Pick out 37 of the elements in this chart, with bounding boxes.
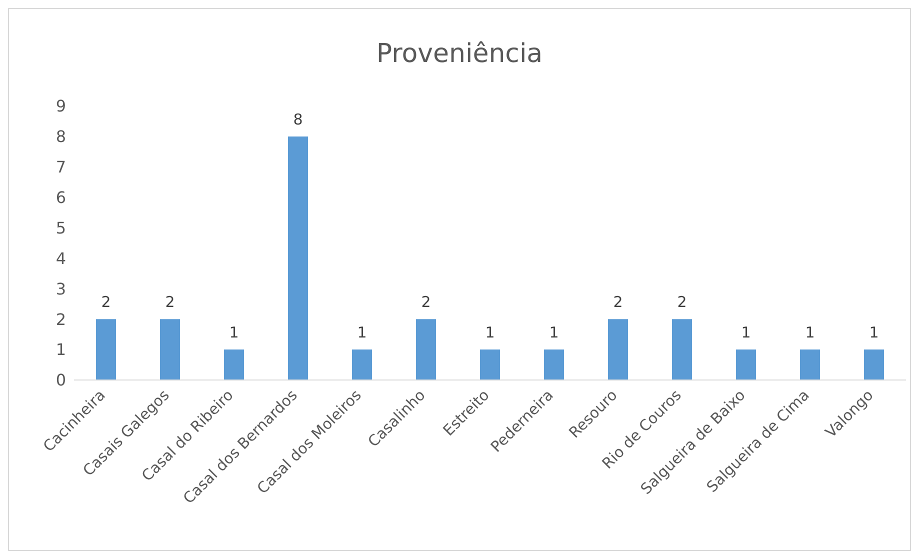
y-tick-label: 3	[56, 279, 66, 298]
data-label: 1	[357, 324, 367, 342]
y-tick-label: 2	[56, 310, 66, 329]
bar	[160, 319, 180, 380]
bar	[224, 350, 244, 380]
bar	[736, 350, 756, 380]
bar	[96, 319, 116, 380]
bar	[544, 350, 564, 380]
bar	[672, 319, 692, 380]
y-tick-label: 1	[56, 340, 66, 360]
data-label: 2	[165, 293, 175, 312]
data-label: 1	[869, 324, 879, 342]
data-label: 1	[549, 324, 559, 342]
y-tick-label: 4	[56, 248, 66, 268]
chart-title: Proveniência	[375, 39, 544, 69]
data-label: 1	[741, 324, 751, 342]
data-label: 8	[293, 110, 303, 128]
data-label: 1	[485, 324, 495, 342]
bar	[800, 350, 820, 380]
bar	[864, 350, 884, 380]
data-label: 2	[421, 293, 431, 312]
y-tick-label: 6	[56, 188, 66, 208]
bar	[288, 136, 308, 380]
data-label: 2	[613, 293, 623, 312]
y-tick-label: 7	[56, 158, 66, 177]
y-tick-label: 9	[56, 96, 66, 116]
data-label: 2	[677, 293, 687, 312]
bar	[480, 350, 500, 380]
bar	[608, 319, 628, 380]
y-tick-label: 5	[56, 218, 66, 238]
data-label: 1	[229, 324, 239, 342]
bar	[416, 319, 436, 380]
data-label: 2	[101, 293, 111, 312]
y-tick-label: 8	[56, 127, 66, 146]
y-tick-label: 0	[56, 370, 66, 390]
data-label: 1	[805, 324, 815, 342]
bar	[352, 350, 372, 380]
